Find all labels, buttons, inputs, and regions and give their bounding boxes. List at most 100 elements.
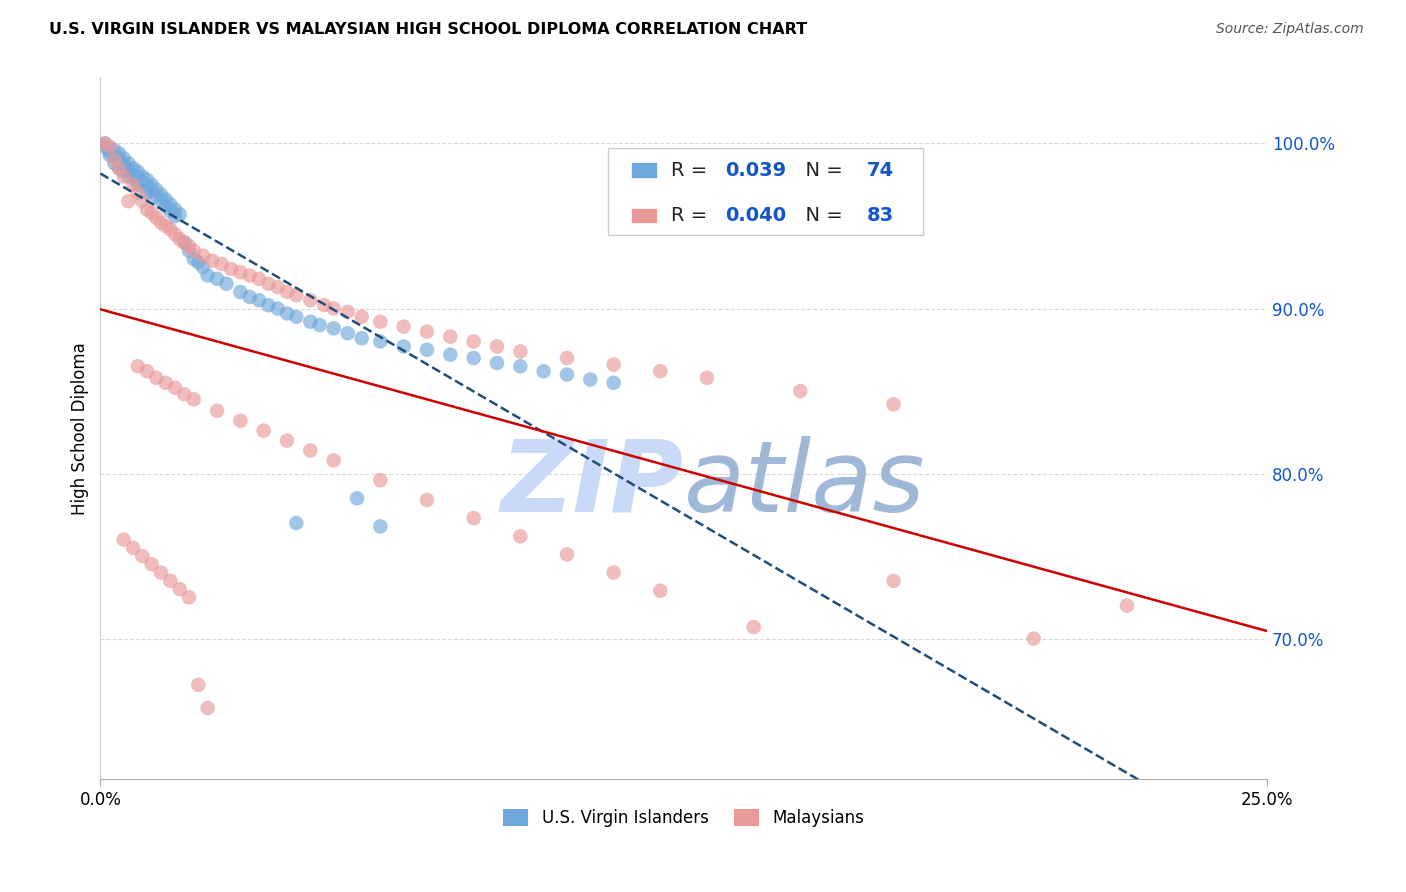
Point [257, 277, 280, 291]
Point [1022, 632, 1045, 646]
Point [463, 511, 485, 525]
Point [163, 209, 186, 223]
Point [155, 376, 177, 390]
Point [789, 384, 811, 398]
Point [150, 216, 173, 230]
Bar [631, 208, 657, 223]
Point [94, 140, 117, 154]
Point [266, 301, 288, 316]
Point [602, 376, 624, 390]
Point [350, 310, 373, 324]
Point [247, 293, 270, 308]
Text: N =: N = [793, 161, 849, 179]
Point [94, 136, 117, 151]
Point [602, 566, 624, 580]
Point [509, 359, 531, 374]
Point [205, 404, 228, 418]
Point [159, 574, 181, 588]
Point [108, 161, 131, 176]
Point [485, 339, 508, 353]
Point [112, 164, 135, 178]
Point [883, 574, 905, 588]
Point [650, 364, 672, 378]
Point [191, 249, 214, 263]
Point [322, 453, 344, 467]
Point [141, 206, 163, 220]
Point [239, 268, 262, 283]
Point [145, 211, 167, 225]
Point [276, 306, 298, 320]
Point [103, 143, 125, 157]
Point [103, 156, 125, 170]
Point [122, 168, 145, 182]
Point [191, 260, 214, 275]
Point [159, 204, 181, 219]
Point [533, 364, 555, 378]
Point [368, 519, 391, 533]
Text: 83: 83 [866, 206, 894, 225]
Point [98, 140, 121, 154]
Point [177, 244, 200, 258]
Point [141, 184, 163, 198]
Point [463, 351, 485, 365]
Point [555, 368, 578, 382]
Point [112, 533, 135, 547]
Point [141, 178, 163, 192]
Point [103, 150, 125, 164]
Point [439, 329, 461, 343]
Point [177, 591, 200, 605]
Point [131, 194, 153, 209]
Point [463, 334, 485, 349]
Point [285, 288, 308, 302]
Point [322, 321, 344, 335]
Text: R =: R = [671, 206, 713, 225]
Point [141, 558, 163, 572]
Point [117, 162, 139, 177]
Point [187, 255, 209, 269]
Point [257, 298, 280, 312]
Point [229, 414, 252, 428]
FancyBboxPatch shape [607, 147, 922, 235]
Point [201, 253, 224, 268]
Point [215, 277, 238, 291]
Point [416, 493, 439, 508]
Point [136, 179, 159, 194]
Point [205, 272, 228, 286]
Point [98, 148, 121, 162]
Point [299, 293, 322, 308]
Point [98, 145, 121, 159]
Point [169, 232, 191, 246]
Point [145, 371, 167, 385]
Point [314, 298, 336, 312]
Text: 0.039: 0.039 [725, 161, 787, 179]
Point [145, 189, 167, 203]
Point [276, 285, 298, 299]
Point [229, 285, 252, 299]
Point [322, 301, 344, 316]
Point [127, 164, 149, 178]
Point [150, 194, 173, 209]
Point [155, 219, 177, 233]
Point [239, 290, 262, 304]
Point [346, 491, 368, 506]
Point [112, 151, 135, 165]
Point [169, 582, 191, 596]
Text: ZIP: ZIP [501, 436, 683, 533]
Point [127, 178, 149, 192]
Point [136, 186, 159, 200]
Point [509, 529, 531, 543]
Point [127, 186, 149, 200]
Point [742, 620, 765, 634]
Point [112, 158, 135, 172]
Point [299, 315, 322, 329]
Bar [631, 162, 657, 178]
Point [285, 310, 308, 324]
Point [299, 443, 322, 458]
Point [173, 387, 195, 401]
Point [211, 257, 233, 271]
Point [173, 235, 195, 250]
Point [416, 343, 439, 357]
Point [229, 265, 252, 279]
Point [112, 169, 135, 184]
Point [187, 678, 209, 692]
